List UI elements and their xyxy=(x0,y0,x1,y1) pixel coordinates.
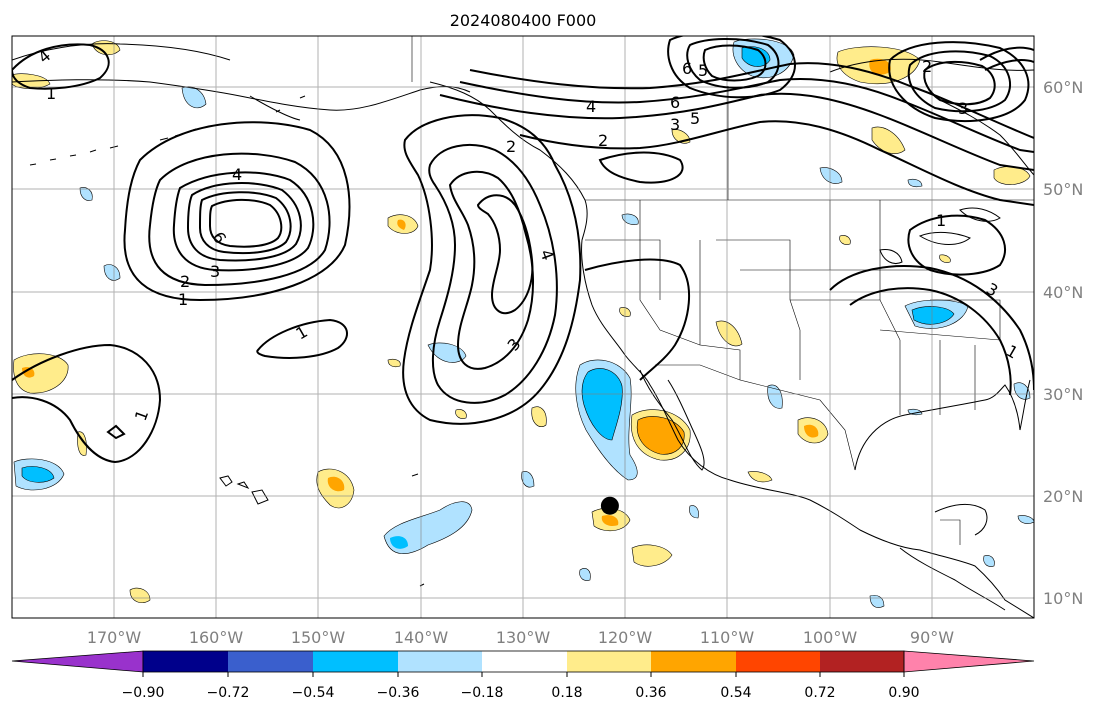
lon-tick-label: 170°W xyxy=(87,628,142,647)
contour-label: 2 xyxy=(598,131,608,150)
coastlines xyxy=(12,43,1034,618)
colorbar-swatch xyxy=(398,651,482,672)
contour-label: 1 xyxy=(178,290,188,309)
contour-label: 6 xyxy=(670,93,680,112)
lat-tick-label: 50°N xyxy=(1043,180,1083,199)
colorbar-tick-label: 0.72 xyxy=(804,685,835,701)
colorbar-swatch xyxy=(228,651,313,672)
colorbar-swatch xyxy=(482,651,567,672)
lon-tick-label: 140°W xyxy=(394,628,449,647)
contour-label: 4 xyxy=(586,97,596,116)
colorbar-tick-label: −0.54 xyxy=(292,685,335,701)
lat-tick-label: 30°N xyxy=(1043,385,1083,404)
colorbar-tick-label: 0.18 xyxy=(551,685,582,701)
longitude-labels: 170°W 160°W 150°W 140°W 130°W 120°W 110°… xyxy=(87,628,954,647)
colorbar-swatch xyxy=(313,651,398,672)
contour-label: 3 xyxy=(958,99,968,118)
colorbar-swatch xyxy=(820,651,904,672)
map-area: 4 6 2 3 1 1 1 3 4 2 4 6 5 3 2 1 3 1 4 6 … xyxy=(12,36,1034,618)
contour-label: 5 xyxy=(698,61,708,80)
colorbar-right-arrow xyxy=(903,650,1035,673)
map-frame xyxy=(11,35,1035,619)
lon-tick-label: 130°W xyxy=(496,628,551,647)
colorbar-swatch xyxy=(736,651,820,672)
lat-tick-label: 40°N xyxy=(1043,283,1083,302)
colorbar-tick-label: −0.72 xyxy=(207,685,250,701)
colorbar-swatch xyxy=(567,651,651,672)
colorbar-tick-label: −0.36 xyxy=(377,685,420,701)
storm-location-dot xyxy=(600,496,619,515)
colorbar-ticks xyxy=(142,672,905,677)
colorbar-swatch xyxy=(143,651,228,672)
contour-label: 6 xyxy=(682,59,692,78)
lon-tick-label: 110°W xyxy=(700,628,755,647)
lon-tick-label: 160°W xyxy=(189,628,244,647)
contour-label: 3 xyxy=(670,115,680,134)
contour-label: 5 xyxy=(690,109,700,128)
lon-tick-label: 90°W xyxy=(910,628,954,647)
colorbar-tick-label: 0.54 xyxy=(720,685,751,701)
lon-tick-label: 150°W xyxy=(291,628,346,647)
contour-label: 4 xyxy=(232,165,242,184)
colorbar: −0.90 −0.72 −0.54 −0.36 −0.18 0.18 0.36 … xyxy=(11,650,1035,701)
colorbar-tick-label: 0.90 xyxy=(888,685,919,701)
lon-tick-label: 100°W xyxy=(803,628,858,647)
lat-tick-label: 60°N xyxy=(1043,78,1083,97)
contour-label: 2 xyxy=(506,137,516,156)
colorbar-swatch xyxy=(651,651,736,672)
contour-label: 3 xyxy=(210,262,220,281)
colorbar-left-arrow xyxy=(11,650,144,673)
colorbar-tick-label: −0.90 xyxy=(122,685,165,701)
figure-title: 2024080400 F000 xyxy=(450,11,597,30)
lat-tick-label: 10°N xyxy=(1043,589,1083,608)
contour-label: 2 xyxy=(922,57,932,76)
contour-label: 1 xyxy=(46,84,56,103)
colorbar-tick-label: 0.36 xyxy=(635,685,666,701)
colorbar-tick-label: −0.18 xyxy=(461,685,504,701)
contour-label: 2 xyxy=(180,272,190,291)
latitude-labels: 60°N 50°N 40°N 30°N 20°N 10°N xyxy=(1043,78,1083,608)
contour-label: 1 xyxy=(936,211,946,230)
lon-tick-label: 120°W xyxy=(598,628,653,647)
contour-lines xyxy=(12,36,1034,464)
shaded-fills xyxy=(12,38,1034,608)
lat-tick-label: 20°N xyxy=(1043,487,1083,506)
